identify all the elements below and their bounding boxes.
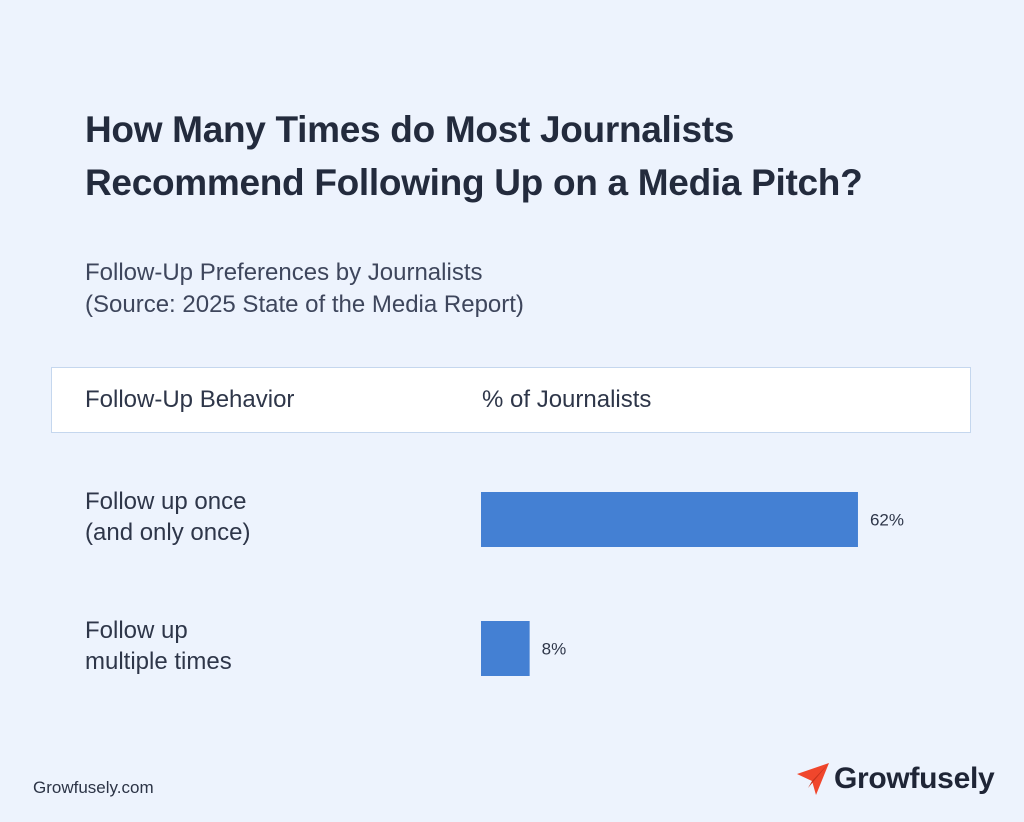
chart-subtitle: Follow-Up Preferences by Journalists (So… [85,257,885,321]
chart-subtitle-line-1: Follow-Up Preferences by Journalists [85,259,483,286]
bar-value-label-1: 62% [870,511,904,530]
table-header: Follow-Up Behavior % of Journalists [51,367,971,433]
bar-value-label-2: 8% [542,640,567,659]
brand-name: Growfusely [834,762,995,795]
column-header-percent: % of Journalists [482,386,652,413]
row-label-follow-up-multiple: Follow up multiple times [85,615,445,677]
chart-subtitle-line-2: (Source: 2025 State of the Media Report) [85,291,524,318]
chart-title: How Many Times do Most Journalists Recom… [85,103,965,209]
chart-title-line-1: How Many Times do Most Journalists [85,109,735,150]
row-label-follow-up-once: Follow up once (and only once) [85,486,445,548]
column-header-behavior: Follow-Up Behavior [85,386,295,413]
brand-logo[interactable]: Growfusely [795,756,995,802]
footer-website[interactable]: Growfusely.com [33,778,154,797]
row-label-line-2: multiple times [85,648,232,675]
bar-1 [481,492,858,547]
paper-plane-icon [797,763,829,795]
bar-2 [481,621,530,676]
row-label-line-1: Follow up [85,617,188,644]
row-label-line-2: (and only once) [85,519,251,546]
row-label-line-1: Follow up once [85,488,247,515]
chart-title-line-2: Recommend Following Up on a Media Pitch? [85,162,863,203]
